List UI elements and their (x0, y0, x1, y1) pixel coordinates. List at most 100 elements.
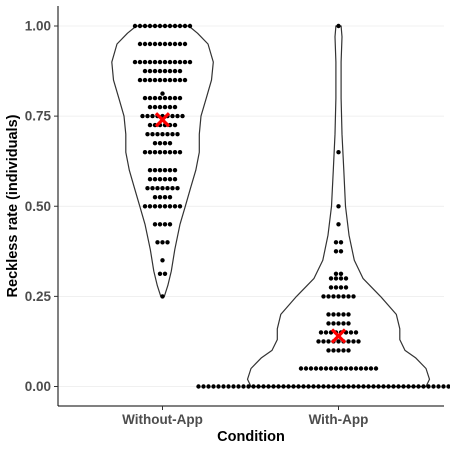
data-point (201, 384, 206, 389)
data-point (152, 77, 158, 83)
data-point (157, 59, 163, 65)
data-point (331, 348, 336, 353)
data-point (180, 113, 185, 119)
data-point (301, 384, 306, 389)
data-point (147, 23, 153, 29)
data-point (157, 68, 163, 74)
data-point (170, 186, 175, 191)
data-points (132, 23, 450, 389)
data-point (338, 285, 344, 290)
data-point (341, 321, 346, 326)
data-point (318, 330, 324, 335)
data-point (157, 41, 163, 47)
data-point (147, 204, 153, 209)
data-point (333, 276, 339, 281)
data-point (147, 95, 153, 101)
data-point (177, 77, 183, 83)
violin-with-app (246, 25, 431, 388)
data-point (231, 384, 236, 389)
data-point (167, 177, 173, 182)
data-point (147, 177, 153, 182)
data-point (170, 113, 175, 119)
data-point (326, 384, 331, 389)
data-point (152, 68, 158, 74)
data-point (147, 168, 153, 173)
data-point (381, 384, 386, 389)
data-point (187, 23, 193, 29)
data-point (177, 150, 183, 155)
data-point (152, 204, 158, 209)
data-point (441, 384, 446, 389)
data-point (152, 41, 158, 47)
data-point (162, 222, 168, 227)
data-point (142, 59, 148, 65)
data-point (167, 222, 173, 227)
data-point (157, 177, 163, 182)
data-point (172, 122, 178, 128)
data-point (175, 132, 180, 137)
data-point (167, 168, 173, 173)
data-point (150, 186, 155, 191)
data-point (271, 384, 276, 389)
data-point (331, 312, 336, 317)
data-point (346, 321, 351, 326)
data-point (182, 23, 188, 29)
data-point (167, 95, 173, 101)
data-point (142, 68, 148, 74)
data-point (341, 294, 346, 299)
data-point (336, 348, 341, 353)
data-point (346, 348, 351, 353)
data-point (321, 384, 326, 389)
data-point (266, 384, 271, 389)
data-point (145, 186, 150, 191)
data-point (328, 276, 334, 281)
data-point (162, 168, 168, 173)
data-point (343, 285, 349, 290)
data-point (177, 95, 183, 101)
data-point (368, 366, 374, 371)
mean-markers (154, 112, 347, 344)
data-point (167, 204, 173, 209)
data-point (276, 384, 281, 389)
data-point (333, 240, 339, 245)
data-point (137, 59, 143, 65)
data-point (241, 384, 246, 389)
data-point (371, 384, 376, 389)
data-point (162, 68, 168, 74)
data-point (353, 330, 359, 335)
data-point (147, 122, 153, 128)
data-point (150, 113, 155, 119)
data-point (316, 339, 321, 344)
data-point (366, 384, 371, 389)
data-point (157, 204, 163, 209)
data-point (361, 384, 366, 389)
data-point (406, 384, 411, 389)
data-point (351, 294, 356, 299)
data-point (401, 384, 406, 389)
data-point (160, 258, 165, 263)
data-point (162, 141, 168, 146)
data-point (426, 384, 431, 389)
data-point (157, 95, 163, 101)
data-point (167, 59, 173, 65)
data-point (175, 113, 180, 119)
data-point (142, 204, 148, 209)
data-point (336, 23, 341, 29)
data-point (216, 384, 221, 389)
data-point (165, 240, 170, 245)
mean-marker (330, 328, 347, 344)
data-point (162, 77, 168, 83)
data-point (145, 113, 150, 119)
data-point (162, 23, 168, 29)
data-point (167, 23, 173, 29)
data-point (142, 41, 148, 47)
data-point (326, 348, 331, 353)
mean-marker-stroke (154, 112, 171, 128)
data-point (358, 366, 364, 371)
data-point (251, 384, 256, 389)
data-point (351, 384, 356, 389)
data-point (338, 271, 344, 276)
data-point (152, 23, 158, 29)
data-point (172, 95, 178, 101)
data-point (162, 41, 168, 47)
